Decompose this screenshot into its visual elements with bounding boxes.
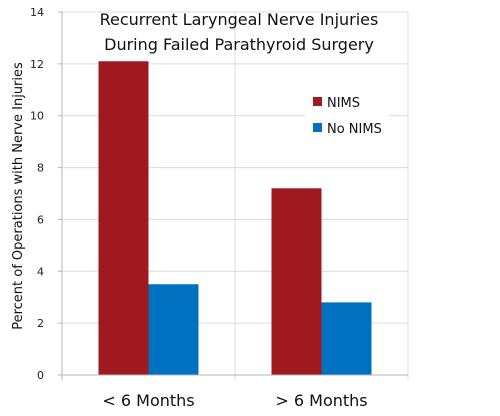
x-category-label-2: > 6 Months bbox=[275, 391, 367, 410]
y-tick-label-0: 0 bbox=[37, 369, 44, 382]
y-tick-label-4: 4 bbox=[37, 265, 44, 278]
y-tick-label-10: 10 bbox=[30, 110, 44, 123]
y-axis-label: Percent of Operations with Nerve Injurie… bbox=[11, 62, 26, 330]
y-tick-label-14: 14 bbox=[30, 6, 44, 19]
x-category-label-1: < 6 Months bbox=[102, 391, 194, 410]
chart-title-line-2: During Failed Parathyroid Surgery bbox=[104, 35, 374, 54]
legend-label-nims: NIMS bbox=[327, 96, 360, 111]
bar-no-nims-1 bbox=[148, 284, 199, 375]
y-tick-label-8: 8 bbox=[37, 162, 44, 175]
tick-labels: 0 2 4 6 8 10 12 14 < 6 Months > 6 Months bbox=[30, 6, 368, 410]
bar-nims-2 bbox=[271, 188, 322, 375]
legend: NIMS No NIMS bbox=[305, 87, 389, 145]
y-tick-label-2: 2 bbox=[37, 317, 44, 330]
legend-background bbox=[305, 87, 389, 145]
bar-nims-1 bbox=[98, 61, 149, 376]
axes bbox=[58, 11, 408, 376]
bar-no-nims-2 bbox=[321, 302, 372, 375]
legend-label-no-nims: No NIMS bbox=[327, 122, 382, 137]
legend-swatch-no-nims bbox=[313, 123, 322, 132]
y-tick-label-6: 6 bbox=[37, 213, 44, 226]
bars bbox=[98, 61, 372, 376]
chart-title-line-1: Recurrent Laryngeal Nerve Injuries bbox=[100, 10, 379, 29]
legend-swatch-nims bbox=[313, 97, 322, 106]
y-tick-label-12: 12 bbox=[30, 58, 44, 71]
